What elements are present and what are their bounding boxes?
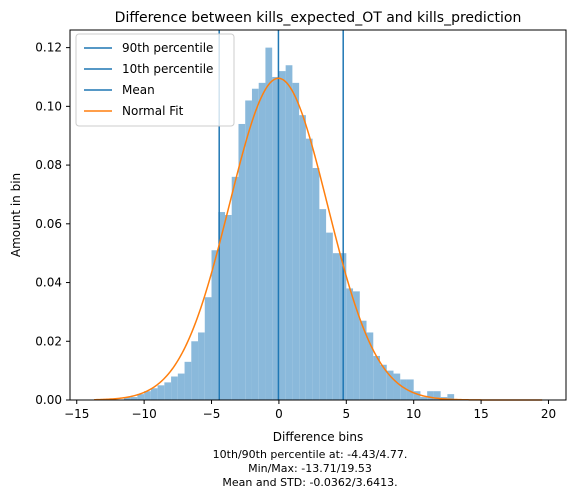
histogram-bar-36 — [366, 332, 374, 400]
histogram-bar-0 — [123, 397, 131, 400]
y-axis-ticks: 0.00 0.02 0.04 0.06 0.08 0.10 0.12 — [35, 41, 70, 407]
histogram-bar-16 — [231, 176, 239, 400]
histogram-bar-28 — [312, 168, 320, 400]
histogram-bar-12 — [204, 297, 212, 400]
histogram-bar-38 — [380, 364, 387, 400]
histogram-bar-14 — [218, 212, 225, 400]
histogram-bar-10 — [191, 341, 199, 400]
x-tick-label-0: −15 — [64, 407, 89, 421]
histogram-bar-17 — [238, 123, 246, 400]
x-tick-label-3: 0 — [275, 407, 283, 421]
x-tick-label-6: 15 — [473, 407, 488, 421]
histogram-bar-29 — [319, 209, 327, 400]
histogram-bar-19 — [251, 88, 259, 400]
y-tick-label-5: 0.10 — [35, 99, 62, 113]
annotation-mean-std: Mean and STD: -0.0362/3.6413. — [222, 476, 397, 489]
histogram-bar-3 — [144, 391, 151, 400]
histogram-bar-11 — [198, 332, 205, 400]
histogram-bar-48 — [447, 394, 455, 400]
x-tick-label-4: 5 — [342, 407, 350, 421]
histogram-bar-21 — [265, 47, 273, 401]
legend-normal-fit-label: Normal Fit — [122, 104, 184, 118]
legend-mean-label: Mean — [122, 83, 155, 97]
histogram-bar-33 — [346, 288, 354, 400]
chart-title: Difference between kills_expected_OT and… — [115, 10, 522, 26]
legend-10th-percentile-label: 10th percentile — [122, 62, 213, 76]
histogram-bar-9 — [184, 361, 192, 400]
y-tick-label-1: 0.02 — [35, 334, 62, 348]
plot-frame — [69, 29, 567, 401]
histogram-bar-4 — [150, 388, 158, 400]
annotation-percentiles: 10th/90th percentile at: -4.43/4.77. — [213, 448, 408, 461]
histogram-bar-15 — [225, 215, 232, 400]
histogram-bar-20 — [258, 82, 266, 401]
histogram-bar-1 — [130, 397, 138, 400]
histogram-bar-37 — [373, 355, 380, 400]
x-tick-label-7: 20 — [541, 407, 556, 421]
histogram-bar-43 — [413, 391, 421, 400]
y-tick-label-0: 0.00 — [35, 393, 62, 407]
histogram-bar-41 — [400, 379, 407, 400]
x-tick-label-2: −5 — [203, 407, 221, 421]
histogram-bar-39 — [386, 370, 394, 400]
histogram-bar-27 — [305, 138, 313, 400]
histogram-bar-44 — [420, 397, 428, 400]
histogram-bar-23 — [278, 71, 286, 401]
histogram-bar-45 — [427, 391, 434, 400]
histogram-bar-40 — [393, 373, 401, 400]
histogram-bar-46 — [433, 391, 441, 400]
histogram-bar-7 — [171, 376, 178, 400]
y-tick-label-2: 0.04 — [35, 276, 62, 290]
histogram-bar-2 — [137, 394, 145, 400]
y-axis-label: Amount in bin — [9, 173, 23, 257]
histogram-bar-8 — [177, 373, 185, 400]
histogram-bar-22 — [272, 76, 279, 400]
x-axis-ticks: −15 −10 −5 0 5 10 15 20 — [64, 400, 556, 421]
x-tick-label-5: 10 — [406, 407, 421, 421]
histogram-bar-42 — [406, 379, 414, 400]
histogram-bar-26 — [299, 115, 306, 400]
x-tick-label-1: −10 — [131, 407, 156, 421]
legend-90th-percentile-label: 90th percentile — [122, 41, 213, 55]
histogram-bar-6 — [164, 382, 172, 400]
histogram-bar-5 — [157, 385, 165, 400]
histogram-bar-34 — [353, 291, 360, 400]
legend: 90th percentile 10th percentile Mean Nor… — [75, 33, 235, 127]
y-tick-label-6: 0.12 — [35, 41, 62, 55]
histogram-bar-13 — [211, 250, 219, 400]
histogram-bar-30 — [326, 232, 333, 400]
histogram-bar-25 — [292, 82, 300, 401]
annotation-min-max: Min/Max: -13.71/19.53 — [248, 462, 372, 475]
histogram-bar-18 — [245, 100, 252, 400]
histogram-bars — [123, 47, 455, 401]
y-tick-label-4: 0.08 — [35, 158, 62, 172]
legend-box — [75, 33, 235, 127]
x-axis-label: Difference bins — [273, 430, 364, 444]
y-tick-label-3: 0.06 — [35, 217, 62, 231]
histogram-bar-31 — [332, 253, 340, 400]
histogram-bar-24 — [285, 65, 293, 401]
histogram-bar-35 — [359, 320, 367, 400]
